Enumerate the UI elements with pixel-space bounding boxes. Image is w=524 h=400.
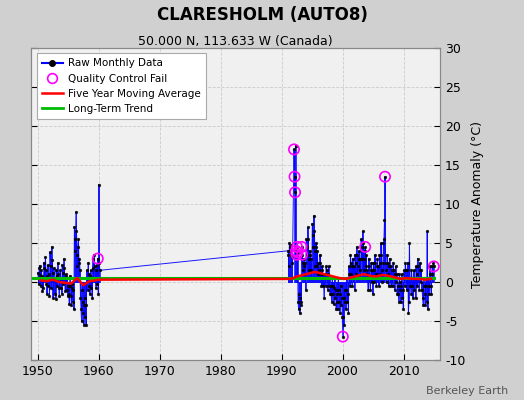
Point <box>381 174 389 180</box>
Point <box>94 255 102 262</box>
Text: Berkeley Earth: Berkeley Earth <box>426 386 508 396</box>
Point <box>298 244 306 250</box>
Point <box>290 146 298 152</box>
Point <box>361 244 369 250</box>
Legend: Raw Monthly Data, Quality Control Fail, Five Year Moving Average, Long-Term Tren: Raw Monthly Data, Quality Control Fail, … <box>37 53 206 119</box>
Point <box>339 334 347 340</box>
Point <box>292 252 301 258</box>
Point <box>290 174 299 180</box>
Point <box>293 249 302 256</box>
Point <box>292 248 300 254</box>
Y-axis label: Temperature Anomaly (°C): Temperature Anomaly (°C) <box>471 120 484 288</box>
Point <box>298 252 307 258</box>
Text: CLARESHOLM (AUTO8): CLARESHOLM (AUTO8) <box>157 6 367 24</box>
Point <box>291 189 299 196</box>
Title: 50.000 N, 113.633 W (Canada): 50.000 N, 113.633 W (Canada) <box>138 35 333 48</box>
Point <box>430 263 438 270</box>
Point <box>293 244 301 250</box>
